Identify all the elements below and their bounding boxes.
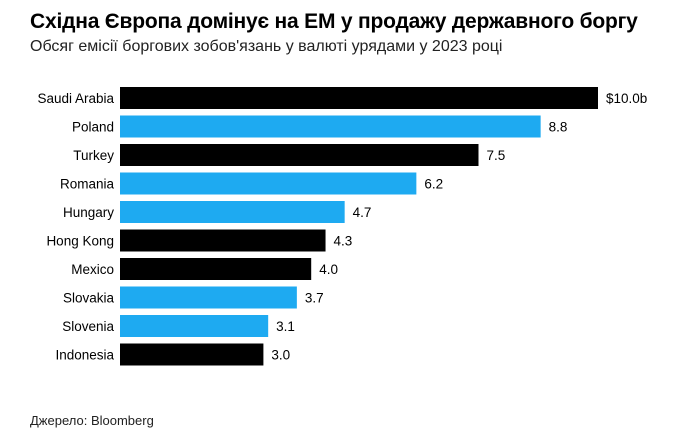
category-label: Slovakia (63, 291, 115, 306)
category-label: Indonesia (55, 348, 114, 363)
bar-chart: Saudi Arabia $10.0b Poland 8.8 Turkey 7.5 Roma… (37, 87, 647, 366)
category-label: Hungary (63, 205, 114, 220)
category-label: Poland (72, 120, 114, 135)
chart-subtitle: Обсяг емісії боргових зобов'язань у валю… (30, 38, 503, 55)
value-label: 8.8 (549, 120, 568, 135)
bar (120, 172, 417, 195)
value-label: 4.7 (353, 205, 372, 220)
bar (120, 343, 264, 366)
category-label: Mexico (71, 262, 114, 277)
value-label: 3.7 (305, 291, 324, 306)
source-note: Джерело: Bloomberg (30, 413, 154, 428)
category-label: Romania (60, 177, 115, 192)
category-label: Slovenia (62, 319, 114, 334)
category-label: Turkey (73, 148, 114, 163)
value-label: 6.2 (424, 177, 443, 192)
bar (120, 258, 312, 280)
bar (120, 286, 297, 309)
bar (120, 115, 541, 138)
value-label: 4.0 (319, 262, 338, 277)
value-label: 4.3 (334, 234, 353, 249)
value-label: 7.5 (487, 148, 506, 163)
bar (120, 315, 269, 337)
bar (120, 229, 326, 252)
bar (120, 201, 345, 223)
value-label: $10.0b (606, 91, 647, 106)
category-label: Hong Kong (46, 234, 114, 249)
category-label: Saudi Arabia (37, 91, 114, 106)
bar (120, 144, 479, 166)
value-label: 3.0 (271, 348, 290, 363)
value-label: 3.1 (276, 319, 295, 334)
bar (120, 87, 598, 109)
chart-title: Східна Європа домінує на ЕМ у продажу де… (30, 10, 638, 33)
